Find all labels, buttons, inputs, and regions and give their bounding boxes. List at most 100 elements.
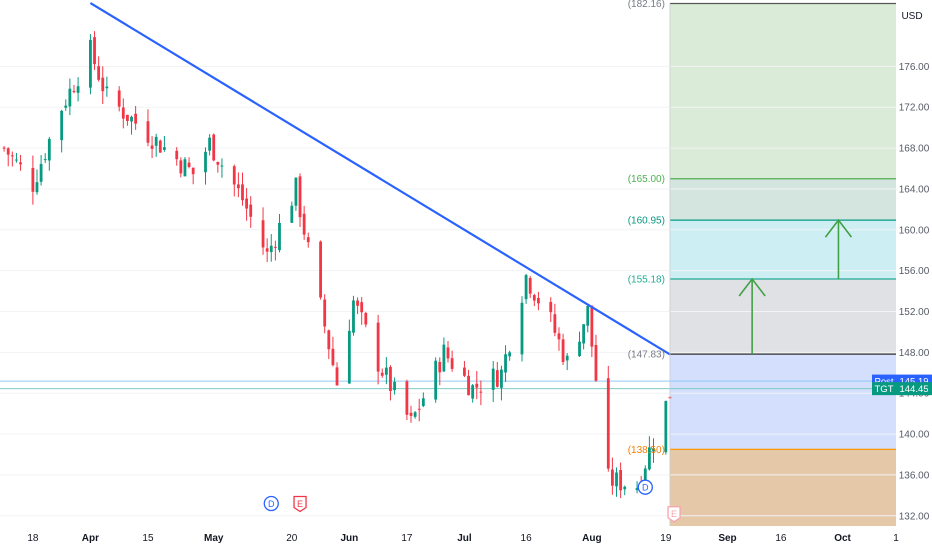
price-axis: USD132.00136.00140.00144.00148.00152.001… bbox=[896, 0, 932, 550]
candle-body bbox=[500, 369, 503, 388]
candle-body bbox=[134, 113, 138, 124]
candle-body bbox=[475, 383, 479, 388]
candle-body bbox=[491, 368, 495, 390]
candle-body bbox=[10, 155, 14, 157]
event-label: E bbox=[297, 499, 303, 509]
candle-body bbox=[298, 176, 302, 218]
candle-body bbox=[245, 198, 249, 209]
candle-body bbox=[471, 385, 475, 399]
time-axis: 18 Apr 15 May 20 Jun 17 Jul 16 Aug 19 Sep 16 Oct 1 bbox=[0, 526, 899, 550]
candle-body bbox=[532, 295, 536, 301]
grid bbox=[0, 65, 896, 517]
candle-body bbox=[47, 138, 51, 161]
event-label: D bbox=[642, 483, 649, 493]
candle-body bbox=[438, 361, 442, 373]
candle-body bbox=[446, 347, 450, 359]
candle-body bbox=[376, 322, 380, 372]
arrow-head bbox=[738, 277, 766, 297]
price-level-label: (165.00) bbox=[628, 174, 665, 185]
y-tick-label: 132.00 bbox=[899, 511, 930, 522]
projection-zone bbox=[669, 279, 896, 355]
candle-body bbox=[495, 370, 499, 387]
trendline-layer bbox=[89, 2, 671, 356]
candle-body bbox=[635, 488, 639, 491]
currency-label: USD bbox=[901, 11, 922, 22]
candle-body bbox=[241, 184, 244, 201]
y-tick-label: 148.00 bbox=[899, 348, 930, 359]
candle-body bbox=[537, 297, 540, 304]
x-tick-label: 1 bbox=[893, 533, 899, 544]
candle-body bbox=[31, 167, 35, 192]
y-tick-label: 140.00 bbox=[899, 430, 930, 441]
y-tick-label: 160.00 bbox=[899, 225, 930, 236]
candle-body bbox=[524, 275, 528, 300]
candle-body bbox=[549, 301, 553, 313]
candle-body bbox=[158, 140, 162, 153]
candle-body bbox=[619, 470, 623, 491]
candle-body bbox=[212, 134, 216, 161]
candle-body bbox=[643, 468, 647, 483]
target-arrows bbox=[738, 218, 853, 355]
event-markers: D E D E bbox=[263, 479, 681, 523]
candle-body bbox=[652, 448, 655, 452]
candle-body bbox=[121, 107, 125, 119]
candle-body bbox=[89, 39, 92, 88]
candle-body bbox=[335, 367, 339, 386]
badge-name: Post bbox=[874, 377, 893, 388]
candle-body bbox=[434, 360, 438, 400]
candle-body bbox=[269, 245, 273, 253]
candle-body bbox=[582, 324, 586, 344]
candle-body bbox=[623, 486, 627, 490]
candle-body bbox=[384, 367, 388, 375]
dividend-marker bbox=[637, 479, 653, 495]
candle-body bbox=[204, 151, 207, 173]
candle-body bbox=[249, 204, 253, 217]
earnings-marker bbox=[293, 495, 307, 513]
candle-body bbox=[561, 339, 565, 362]
candle-body bbox=[413, 412, 417, 417]
candle-body bbox=[105, 86, 109, 89]
x-tick-label: 19 bbox=[660, 533, 672, 544]
candle-body bbox=[220, 165, 224, 167]
candle-body bbox=[528, 277, 532, 294]
x-tick-label: Oct bbox=[834, 533, 851, 544]
y-tick-label: 176.00 bbox=[899, 62, 930, 73]
y-tick-label: 168.00 bbox=[899, 144, 930, 155]
candle-body bbox=[2, 147, 6, 149]
candle-body bbox=[72, 90, 76, 93]
price-badges: Post 145.19 TGT 144.45 bbox=[872, 374, 932, 396]
earnings-marker bbox=[667, 506, 681, 523]
candle-body bbox=[183, 159, 187, 177]
candle-body bbox=[565, 355, 569, 361]
x-tick-label: Sep bbox=[718, 533, 736, 544]
projection-zone bbox=[669, 354, 896, 450]
candle-body bbox=[606, 378, 610, 469]
price-level-label: (147.83) bbox=[628, 350, 665, 361]
candle-body bbox=[154, 136, 158, 146]
candle-body bbox=[236, 184, 240, 189]
candle-body bbox=[216, 161, 220, 165]
candle-body bbox=[68, 88, 72, 107]
projection-zones bbox=[669, 3, 896, 526]
candle-body bbox=[364, 312, 368, 325]
candle-body bbox=[594, 344, 598, 381]
projection-zone bbox=[669, 178, 896, 221]
candle-body bbox=[130, 116, 133, 122]
candle-body bbox=[393, 381, 396, 391]
candle-body bbox=[520, 302, 524, 355]
candle-body bbox=[463, 367, 466, 376]
candle-body bbox=[409, 412, 413, 416]
projection-zone bbox=[669, 3, 896, 179]
candle-body bbox=[352, 300, 355, 333]
candle-body bbox=[302, 213, 306, 235]
x-tick-label: Jul bbox=[457, 533, 472, 544]
dividend-marker bbox=[263, 495, 279, 512]
arrow-head bbox=[824, 218, 853, 238]
candle-body bbox=[553, 314, 557, 333]
candle-body bbox=[126, 114, 129, 121]
candle-body bbox=[150, 145, 154, 149]
x-tick-label: 16 bbox=[521, 533, 533, 544]
candle-body bbox=[191, 167, 195, 175]
